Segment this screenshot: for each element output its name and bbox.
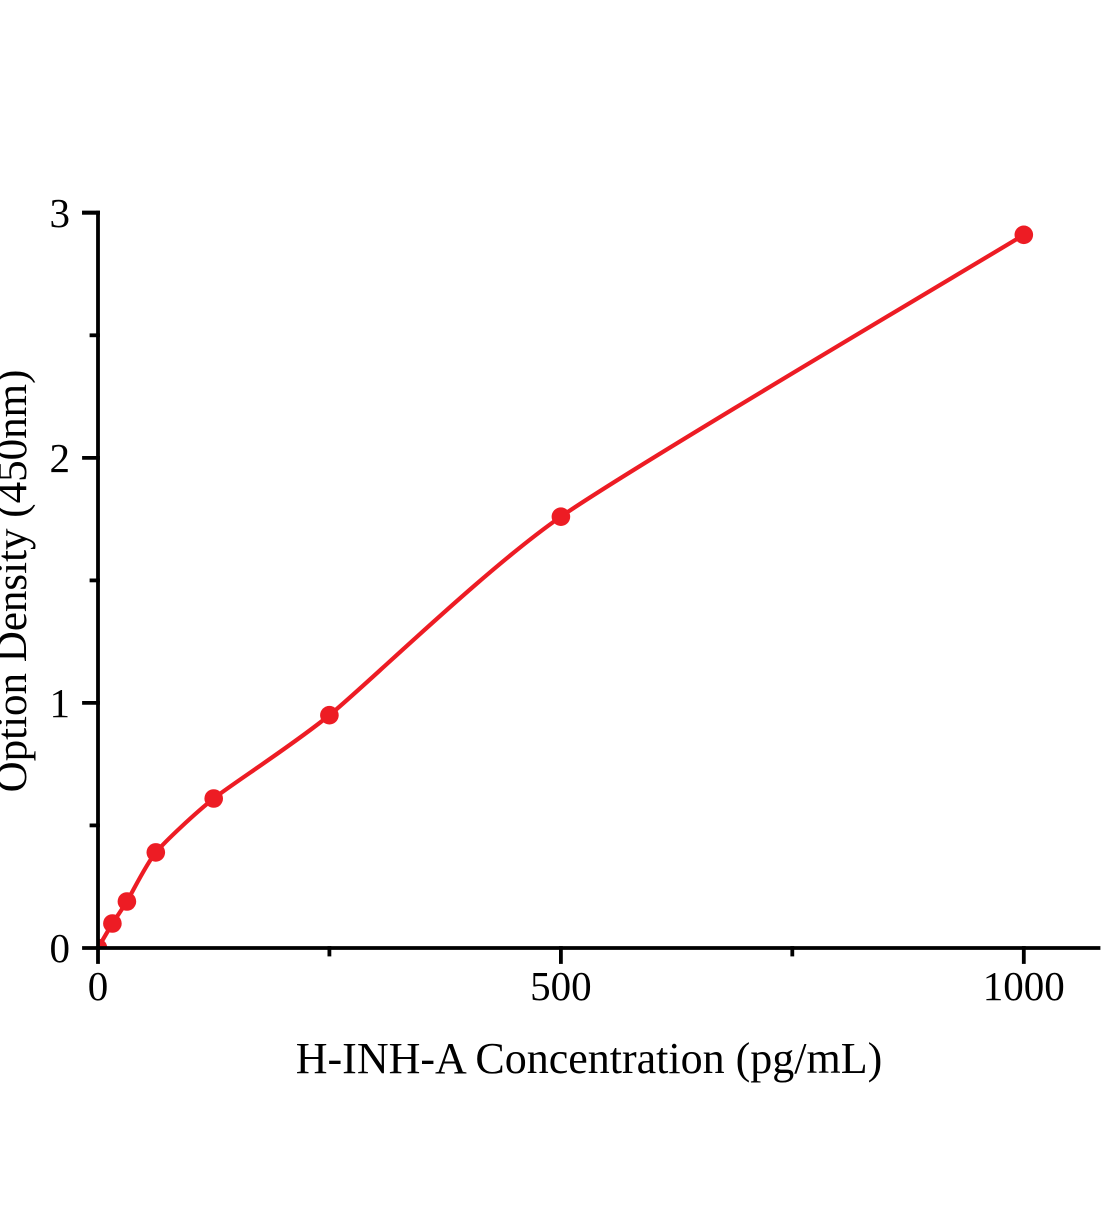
svg-text:3: 3 <box>50 190 71 236</box>
svg-text:H-INH-A Concentration (pg/mL): H-INH-A Concentration (pg/mL) <box>296 1034 883 1083</box>
svg-text:Option Density (450nm): Option Density (450nm) <box>0 370 36 793</box>
svg-text:500: 500 <box>530 963 592 1009</box>
svg-text:0: 0 <box>50 925 71 971</box>
svg-text:2: 2 <box>50 435 71 481</box>
svg-text:1000: 1000 <box>983 963 1065 1009</box>
svg-text:0: 0 <box>88 963 109 1009</box>
svg-text:1: 1 <box>50 680 71 726</box>
